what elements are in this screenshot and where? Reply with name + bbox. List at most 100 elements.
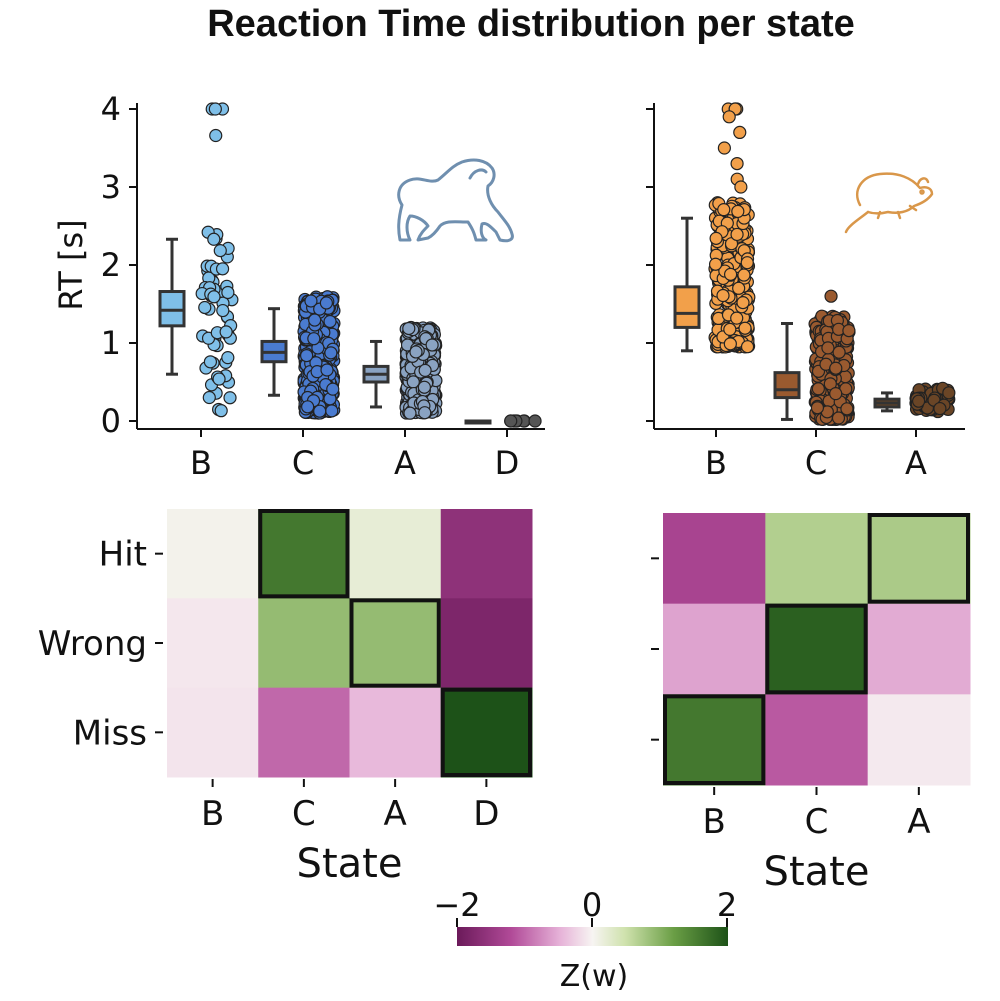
data-point [709, 231, 723, 245]
figure-title: Reaction Time distribution per state [207, 3, 855, 45]
data-point [307, 332, 321, 346]
rat-heatmap: B C A State [651, 513, 971, 895]
data-point [313, 404, 327, 418]
data-point [326, 382, 340, 396]
y-tick-label: Hit [99, 535, 147, 575]
data-point [213, 244, 227, 258]
data-point [223, 391, 237, 405]
x-tick-label: C [292, 794, 316, 834]
x-tick-label: A [907, 802, 930, 842]
x-tick-label: B [201, 794, 224, 834]
colorbar-tick-label: −2 [433, 886, 480, 924]
data-point [716, 288, 730, 303]
data-point [212, 372, 226, 386]
data-point [425, 338, 439, 352]
data-point [831, 411, 846, 425]
rat-icon [844, 172, 934, 234]
highlight-cell [440, 687, 532, 778]
data-point [840, 402, 854, 416]
data-point [810, 401, 825, 415]
heatmap-cell [167, 687, 259, 778]
highlight-cell [663, 694, 766, 785]
data-point [198, 300, 212, 315]
colorbar-tick-label: 0 [582, 886, 602, 924]
data-point [738, 321, 752, 335]
data-point [202, 390, 216, 405]
heatmap-cell [867, 603, 971, 695]
outlier-point [208, 102, 222, 116]
data-point [304, 294, 318, 308]
heatmap-cell [765, 513, 869, 605]
heatmap-cell [258, 687, 350, 778]
heatmap-cell [867, 694, 971, 786]
box-B [673, 285, 701, 329]
highlight-cell [258, 509, 350, 599]
outlier-point [824, 289, 838, 303]
y-tick-label: 3 [101, 168, 121, 206]
heatmap-cell [349, 598, 442, 689]
highlight-cell [765, 603, 868, 695]
data-point [732, 281, 746, 295]
outlier-point [734, 180, 748, 194]
heatmap-cell [440, 509, 533, 599]
data-point [933, 401, 947, 416]
outlier-point [209, 128, 223, 143]
outlier-point [717, 141, 731, 155]
heatmap-cell [349, 509, 442, 599]
y-tick-label: Wrong [38, 624, 147, 664]
data-point [324, 346, 338, 360]
data-point [402, 321, 416, 336]
data-point [219, 325, 233, 339]
data-point [221, 285, 235, 300]
data-point [417, 380, 431, 394]
data-point [203, 355, 218, 369]
heatmap-cell [167, 509, 259, 599]
x-tick-label: D [495, 444, 520, 482]
data-point [300, 349, 314, 363]
data-point [737, 268, 751, 282]
heatmap-cell [440, 598, 533, 689]
data-point [942, 386, 956, 400]
monkey-icon [397, 158, 514, 243]
data-point [323, 314, 337, 329]
monkey-rt-boxplot: 0 1 2 3 4 RT [s] B C A D [52, 90, 545, 482]
heatmap-cell [258, 509, 350, 599]
colorbar-tick-label: 2 [717, 886, 737, 924]
data-point [717, 203, 731, 217]
x-tick-label: B [705, 444, 727, 482]
colorbar-gradient [457, 927, 728, 946]
data-point [821, 341, 835, 355]
monkey-heatmap: Hit Wrong Miss B C A D State [38, 509, 533, 887]
box-B [158, 290, 186, 328]
heatmap-cell [663, 513, 766, 605]
data-point [320, 363, 334, 377]
heatmap-cell [258, 598, 350, 689]
data-point [403, 406, 417, 420]
colorbar-label: Z(w) [560, 959, 629, 994]
x-tick-label: D [473, 794, 499, 834]
x-tick-label: A [394, 444, 416, 482]
data-point [325, 404, 339, 418]
data-point [504, 414, 518, 428]
data-point [730, 311, 744, 325]
outlier-point [207, 232, 221, 246]
data-point [731, 204, 745, 219]
outlier-point [722, 110, 736, 124]
y-tick-label: Miss [73, 713, 147, 753]
data-point [723, 267, 738, 281]
x-tick-label: A [383, 794, 406, 834]
data-point [829, 387, 843, 401]
heatmap-cell [663, 603, 766, 695]
x-tick-label: C [805, 802, 829, 842]
x-tick-label: C [292, 444, 314, 482]
x-tick-label: B [190, 444, 212, 482]
y-tick-label: 1 [101, 324, 121, 362]
data-point [811, 382, 825, 396]
y-tick-label: 0 [101, 402, 121, 440]
data-point [740, 340, 755, 354]
data-point [832, 345, 846, 359]
data-point [730, 227, 744, 242]
data-point [842, 324, 856, 338]
y-axis-label: RT [s] [52, 219, 90, 310]
